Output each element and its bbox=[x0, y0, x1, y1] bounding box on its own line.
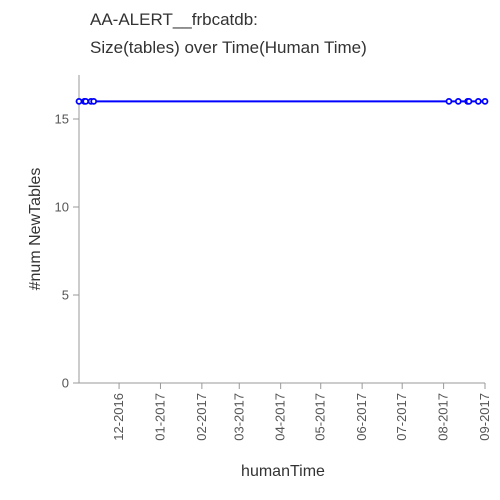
y-tick-label: 10 bbox=[55, 200, 69, 215]
y-tick-label: 5 bbox=[62, 288, 69, 303]
data-point bbox=[75, 98, 83, 105]
y-axis-title: #num NewTables bbox=[27, 168, 44, 291]
x-tick-label: 01-2017 bbox=[152, 393, 167, 441]
x-tick-label: 09-2017 bbox=[477, 393, 492, 441]
y-tick-label: 15 bbox=[55, 112, 69, 127]
data-point bbox=[90, 98, 98, 105]
chart-title: AA-ALERT__frbcatdb: bbox=[90, 10, 258, 29]
y-axis: 0 5 10 15 bbox=[55, 75, 80, 391]
y-tick-label: 0 bbox=[62, 376, 69, 391]
series-layer bbox=[75, 98, 489, 105]
x-tick-label: 07-2017 bbox=[394, 393, 409, 441]
data-point bbox=[474, 98, 482, 105]
x-tick-label: 06-2017 bbox=[354, 393, 369, 441]
data-point bbox=[465, 98, 473, 105]
x-tick-label: 12-2016 bbox=[111, 393, 126, 441]
x-tick-label: 02-2017 bbox=[194, 393, 209, 441]
data-point bbox=[445, 98, 453, 105]
x-axis: 12-2016 01-2017 02-2017 03-2017 04-2017 05-20… bbox=[79, 382, 492, 441]
x-tick-label: 03-2017 bbox=[231, 393, 246, 441]
x-tick-label: 04-2017 bbox=[273, 393, 288, 441]
chart-subtitle: Size(tables) over Time(Human Time) bbox=[90, 38, 367, 57]
data-point bbox=[454, 98, 462, 105]
data-point bbox=[481, 98, 489, 105]
x-axis-title: humanTime bbox=[241, 463, 325, 480]
data-point bbox=[82, 98, 90, 105]
x-tick-label: 05-2017 bbox=[313, 393, 328, 441]
x-tick-label: 08-2017 bbox=[436, 393, 451, 441]
